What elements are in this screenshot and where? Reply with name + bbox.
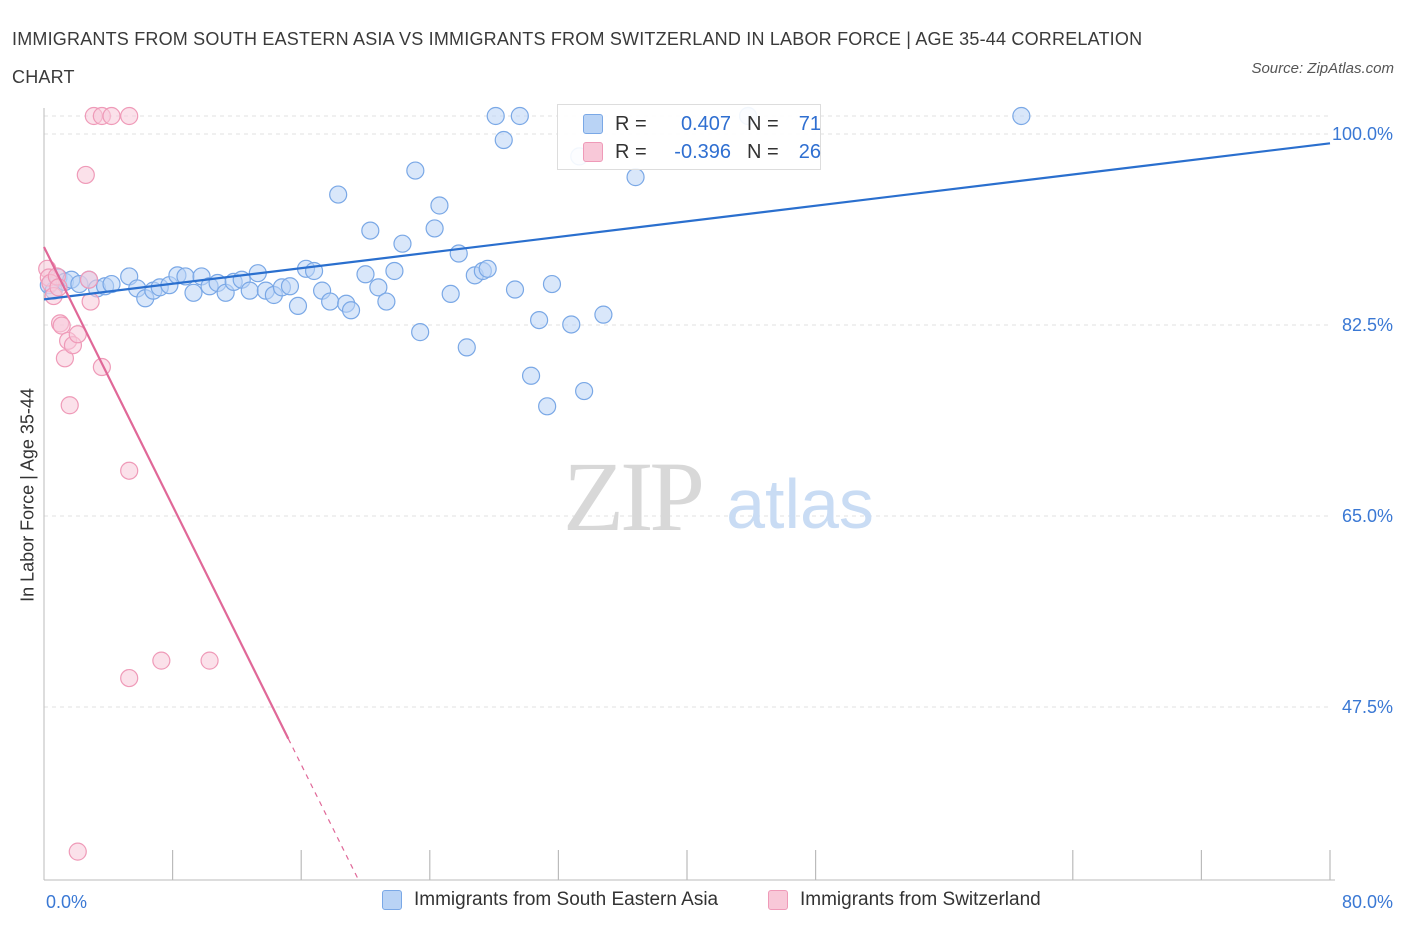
data-point-blue — [369, 278, 388, 297]
data-point-pink — [81, 292, 100, 311]
y-tick-label: 65.0% — [1342, 506, 1393, 526]
watermark: ZIP atlas — [563, 441, 874, 552]
data-point-blue — [510, 106, 529, 126]
legend-swatch-sea — [583, 114, 603, 134]
grid-layer — [44, 115, 1330, 708]
y-tick-label: 82.5% — [1342, 315, 1393, 335]
data-point-blue — [542, 274, 562, 294]
x-tick-label: 0.0% — [46, 892, 87, 912]
legend-row-sea: R = 0.407 N = 71 — [583, 111, 821, 137]
data-point-pink — [120, 106, 139, 126]
y-axis-label: In Labor Force | Age 35-44 — [17, 388, 38, 602]
data-point-blue — [377, 292, 396, 311]
data-point-pink — [120, 668, 139, 688]
legend-n-value-swiss: 26 — [798, 140, 821, 163]
y-tick-label: 47.5% — [1342, 697, 1393, 717]
legend-n-label: N = — [747, 140, 779, 163]
trend-line-pink — [43, 246, 290, 740]
data-point-blue — [594, 305, 613, 324]
series-legend-item-swiss: Immigrants from Switzerland — [768, 889, 1041, 911]
data-point-blue — [288, 296, 308, 316]
data-point-blue — [425, 219, 444, 238]
series-legend: Immigrants from South Eastern Asia Immig… — [0, 889, 1406, 915]
trend-line-blue — [43, 142, 1331, 301]
legend-row-swiss: R = -0.396 N = 26 — [583, 139, 821, 165]
data-point-blue — [240, 281, 259, 300]
series-label-swiss: Immigrants from Switzerland — [800, 889, 1041, 910]
data-point-pink — [79, 270, 99, 289]
chart-title: IMMIGRANTS FROM SOUTH EASTERN ASIA VS IM… — [12, 29, 1143, 87]
series-label-sea: Immigrants from South Eastern Asia — [414, 889, 719, 910]
data-point-pink — [68, 842, 87, 861]
data-point-blue — [361, 221, 380, 240]
data-point-blue — [486, 106, 505, 126]
trend-layer — [43, 142, 1331, 879]
y-tick-label: 100.0% — [1332, 124, 1393, 144]
data-point-pink — [76, 165, 95, 185]
data-point-blue — [441, 284, 460, 304]
data-point-pink — [55, 349, 74, 368]
legend-r-value-sea: 0.407 — [680, 112, 731, 135]
data-point-blue — [329, 185, 348, 204]
data-point-blue — [494, 130, 513, 150]
data-point-blue — [411, 323, 430, 342]
source-label: Source: ZipAtlas.com — [1251, 60, 1394, 77]
data-point-pink — [52, 316, 71, 335]
data-point-blue — [1012, 106, 1031, 126]
data-point-blue — [575, 381, 594, 401]
trend-line-extension-pink — [287, 738, 358, 879]
data-point-pink — [120, 461, 139, 480]
data-point-blue — [430, 196, 449, 215]
data-point-blue — [562, 315, 581, 334]
data-point-blue — [457, 338, 476, 357]
data-point-pink — [152, 651, 171, 670]
data-point-blue — [538, 397, 557, 416]
data-point-pink — [200, 651, 219, 670]
axis-layer — [43, 108, 1335, 881]
data-point-blue — [184, 283, 203, 302]
tick-label-layer: 100.0% 82.5% 65.0% 47.5% 0.0% 80.0% — [46, 124, 1393, 912]
correlation-legend: R = 0.407 N = 71 R = -0.396 N = 26 — [557, 104, 821, 170]
data-point-pink — [60, 396, 79, 415]
data-point-pink — [102, 106, 121, 126]
legend-r-value-swiss: -0.396 — [674, 140, 731, 163]
data-point-blue — [385, 261, 404, 281]
series-legend-item-sea: Immigrants from South Eastern Asia — [382, 889, 718, 911]
legend-r-label: R = — [615, 112, 647, 135]
series-swatch-swiss — [768, 890, 788, 910]
points-layer — [38, 106, 1031, 861]
legend-r-label: R = — [615, 140, 647, 163]
watermark-zip: ZIP — [563, 441, 701, 552]
data-point-blue — [505, 280, 525, 299]
data-point-blue — [341, 301, 361, 320]
legend-n-value-sea: 71 — [798, 112, 821, 135]
data-point-blue — [530, 310, 549, 330]
data-point-blue — [521, 366, 541, 385]
data-point-blue — [478, 259, 497, 278]
legend-swatch-swiss — [583, 142, 603, 162]
data-point-blue — [280, 277, 300, 296]
series-swatch-sea — [382, 890, 402, 910]
x-tick-label: 80.0% — [1342, 892, 1393, 912]
legend-n-label: N = — [747, 112, 779, 135]
data-point-blue — [356, 265, 375, 284]
watermark-atlas: atlas — [726, 465, 874, 543]
data-point-blue — [102, 274, 121, 294]
data-point-blue — [321, 292, 340, 311]
data-point-blue — [393, 234, 412, 253]
data-point-blue — [626, 168, 645, 187]
data-point-blue — [406, 161, 425, 180]
